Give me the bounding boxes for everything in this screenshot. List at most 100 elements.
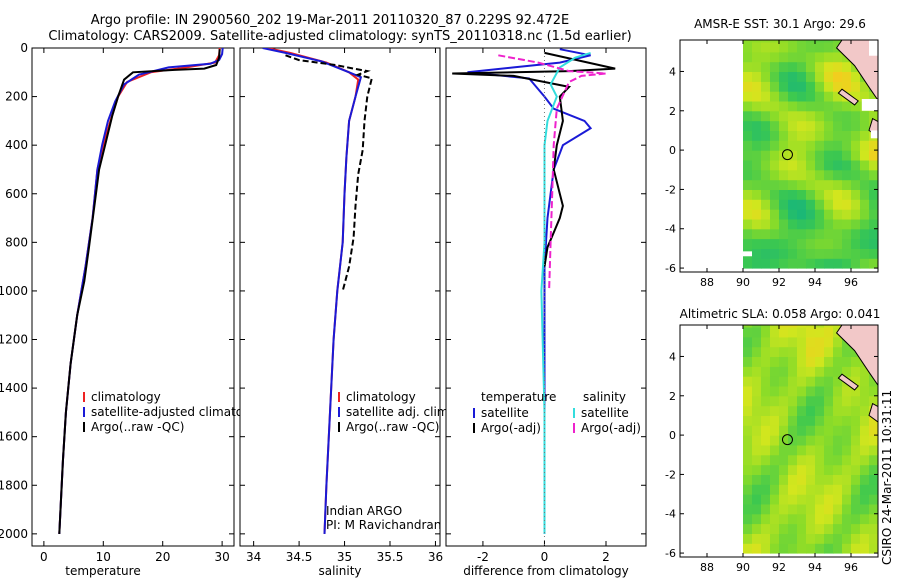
sla_map-cell <box>761 494 771 505</box>
sst_map-cell <box>779 179 789 190</box>
sst_map-cell <box>743 150 753 161</box>
sla_map-cell <box>851 533 861 544</box>
sla_map-cell <box>824 543 834 554</box>
difference-legend-label: satellite <box>581 406 629 420</box>
sla_map-cell <box>842 494 852 505</box>
sla_map-cell <box>851 444 861 456</box>
sla_map-cell <box>851 385 861 397</box>
sla_map-cell <box>743 484 753 495</box>
sst_map-cell <box>779 81 789 92</box>
sst_map-cell <box>797 189 807 200</box>
sla_map-cell <box>806 356 816 367</box>
sst_map-cell <box>824 110 834 122</box>
sla_map-cell <box>761 454 771 466</box>
sst_map-cell <box>869 150 878 161</box>
sla_map-cell <box>797 494 807 505</box>
sla_map-cell <box>743 464 753 475</box>
salinity-series-line <box>285 54 374 292</box>
sla_map-cell <box>851 503 861 515</box>
sst_map-missing-data <box>870 130 878 139</box>
sla_map-cell <box>851 376 861 387</box>
sla_map-cell <box>770 415 780 426</box>
sst_map-cell <box>860 189 870 200</box>
sst_map-cell <box>806 228 816 240</box>
sla_map-cell <box>842 425 852 436</box>
sla_map-cell <box>860 425 870 436</box>
sla_map-cell <box>788 415 798 426</box>
sst_map-xtick-label: 92 <box>772 276 786 289</box>
sst_map-cell <box>743 159 753 171</box>
sst_map-cell <box>869 258 878 269</box>
sst_map-cell <box>842 100 852 112</box>
temperature-ytick-label: 1400 <box>0 381 28 395</box>
sla_map-cell <box>806 494 816 505</box>
sst_map-cell <box>770 42 780 53</box>
sla_map-cell <box>833 395 843 407</box>
sla_map-cell <box>806 523 816 534</box>
sst_map-cell <box>869 209 878 220</box>
sla_map-cell <box>824 533 834 544</box>
sla_map-cell <box>833 356 843 367</box>
sst_map-cell <box>770 248 780 259</box>
sla_map-landmass <box>835 325 878 387</box>
sst_map-cell <box>779 61 789 72</box>
sst_map-cell <box>788 91 798 102</box>
sla_map-cell <box>833 366 843 377</box>
sla_map-cell <box>797 533 807 544</box>
sst_map-cell <box>851 199 861 210</box>
sla_map-cell <box>815 336 825 348</box>
sst_map-cell <box>815 51 825 63</box>
sst_map-cell <box>779 42 789 53</box>
sla_map-cell <box>806 376 816 387</box>
sla_map-cell <box>788 356 798 367</box>
sla_map-cell <box>842 474 852 485</box>
sst_map-cell <box>860 199 870 210</box>
sla_map-cell <box>806 444 816 456</box>
sla_map-cell <box>806 405 816 416</box>
sst_map-title: AMSR-E SST: 30.1 Argo: 29.6 <box>694 17 866 31</box>
sst_map-cell <box>806 179 816 190</box>
sla_map-cell <box>797 336 807 348</box>
sst_map-cell <box>806 61 816 72</box>
sla_map-cell <box>779 327 789 338</box>
sst_map-cell <box>815 130 825 141</box>
sla_map-cell <box>806 543 816 554</box>
sst_map-cell <box>869 159 878 171</box>
sst_map-cell <box>761 130 771 141</box>
sla_map-cell <box>779 376 789 387</box>
temperature-frame <box>31 47 235 547</box>
sst_map-cell <box>770 40 780 43</box>
sst_map-cell <box>815 61 825 72</box>
sla_map-cell <box>779 425 789 436</box>
sla_map-cell <box>752 425 762 436</box>
sst_map-cell <box>779 159 789 171</box>
sla_map-cell <box>815 385 825 397</box>
sla_map-cell <box>815 503 825 515</box>
sla_map-cell <box>761 543 771 554</box>
temperature-xtick-label: 0 <box>40 550 48 564</box>
sla_map-cell <box>743 425 753 436</box>
sst_map-cell <box>842 248 852 259</box>
sla_map-cell <box>824 474 834 485</box>
sla_map-cell <box>752 356 762 367</box>
salinity-xtick-label: 35 <box>337 550 352 564</box>
sst_map-cell <box>851 110 861 122</box>
sla_map-cell <box>833 376 843 387</box>
sst_map-cell <box>842 159 852 171</box>
difference-series-line <box>452 51 616 267</box>
sst_map-cell <box>779 91 789 102</box>
sla_map-cell <box>860 474 870 485</box>
sla_map-cell <box>788 385 798 397</box>
sla_map-cell <box>869 503 878 515</box>
sst_map-ytick-label: 0 <box>669 144 676 157</box>
sst_map-cell <box>761 189 771 200</box>
sst_map-cell <box>788 228 798 240</box>
sst_map-cell <box>743 199 753 210</box>
sla_map-cell <box>752 533 762 544</box>
difference-xtick-label: 0 <box>541 550 549 564</box>
sst_map-cell <box>860 150 870 161</box>
sst_map-cell <box>761 228 771 240</box>
sst_map-xtick-label: 96 <box>844 276 858 289</box>
sla_map-cell <box>779 366 789 377</box>
sst_map-cell <box>851 169 861 181</box>
